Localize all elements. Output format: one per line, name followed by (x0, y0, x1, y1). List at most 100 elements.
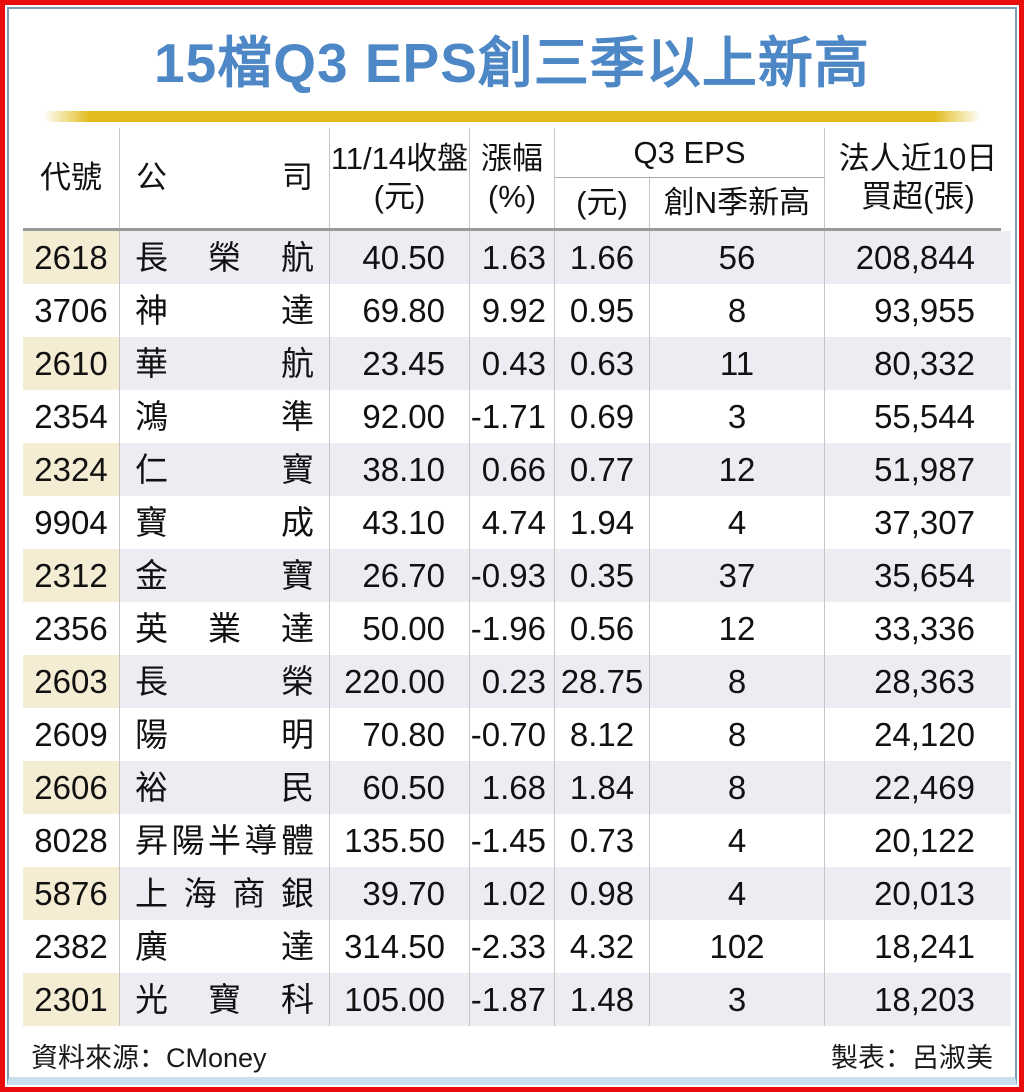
table-body: 2618 長榮航 40.50 1.63 1.66 56 208,844 3706… (23, 231, 1011, 1026)
cell-q3-eps: 0.56 (555, 602, 650, 655)
header-eps-unit: (元) (555, 178, 650, 228)
cell-stock-code: 2603 (23, 655, 120, 708)
cell-stock-code: 9904 (23, 496, 120, 549)
cell-change-percent: -0.70 (470, 708, 555, 761)
header-code: 代號 (23, 128, 120, 228)
cell-stock-code: 2312 (23, 549, 120, 602)
cell-n-quarter-high: 4 (650, 867, 825, 920)
cell-closing-price: 314.50 (330, 920, 470, 973)
table-row: 5876 上海商銀 39.70 1.02 0.98 4 20,013 (23, 867, 1011, 920)
cell-stock-code: 5876 (23, 867, 120, 920)
cell-net-buy: 18,241 (874, 928, 975, 965)
cell-closing-price: 43.10 (330, 496, 470, 549)
cell-q3-eps: 1.48 (555, 973, 650, 1026)
cell-company-name: 華航 (120, 337, 330, 390)
cell-change-percent: 4.74 (470, 496, 555, 549)
cell-closing-price: 69.80 (330, 284, 470, 337)
cell-net-buy: 20,122 (874, 822, 975, 859)
header-company: 公司 (120, 128, 330, 228)
cell-n-quarter-high: 12 (650, 602, 825, 655)
cell-company-name: 光寶科 (120, 973, 330, 1026)
cell-change-percent: -1.45 (470, 814, 555, 867)
cell-change-percent: 0.43 (470, 337, 555, 390)
cell-closing-price: 135.50 (330, 814, 470, 867)
table-row: 2324 仁寶 38.10 0.66 0.77 12 51,987 (23, 443, 1011, 496)
cell-closing-price: 220.00 (330, 655, 470, 708)
table-row: 2610 華航 23.45 0.43 0.63 11 80,332 (23, 337, 1011, 390)
cell-company-name: 長榮 (120, 655, 330, 708)
cell-q3-eps: 0.77 (555, 443, 650, 496)
header-change: 漲幅 (%) (470, 128, 555, 228)
table-row: 2382 廣達 314.50 -2.33 4.32 102 18,241 (23, 920, 1001, 973)
cell-company-name: 寶成 (120, 496, 330, 549)
cell-q3-eps: 0.63 (555, 337, 650, 390)
cell-n-quarter-high: 4 (650, 496, 825, 549)
cell-company-name: 神達 (120, 284, 330, 337)
cell-net-buy: 55,544 (874, 398, 975, 435)
cell-n-quarter-high: 4 (650, 814, 825, 867)
header-close-line1: 11/14收盤 (330, 141, 469, 176)
cell-stock-code: 2609 (23, 708, 120, 761)
cell-change-percent: 0.66 (470, 443, 555, 496)
cell-closing-price: 70.80 (330, 708, 470, 761)
table-row: 8028 昇陽半導體 135.50 -1.45 0.73 4 20,122 (23, 814, 1001, 867)
cell-n-quarter-high: 11 (650, 337, 825, 390)
cell-closing-price: 26.70 (330, 549, 470, 602)
data-source-label: 資料來源：CMoney (31, 1043, 267, 1073)
cell-net-buy: 33,336 (874, 610, 975, 647)
header-net-buy: 法人近10日 買超(張) (825, 128, 1011, 228)
cell-closing-price: 39.70 (330, 867, 470, 920)
cell-change-percent: 9.92 (470, 284, 555, 337)
cell-change-percent: -0.93 (470, 549, 555, 602)
table-row: 9904 寶成 43.10 4.74 1.94 4 37,307 (23, 496, 1001, 549)
cell-net-buy: 22,469 (825, 761, 1011, 814)
cell-q3-eps: 0.35 (555, 549, 650, 602)
table-header: 代號 公司 11/14收盤 (元) 漲幅 (%) Q3 EPS (元) 創N季新… (23, 128, 1001, 231)
blue-frame: 15檔Q3 EPS創三季以上新高 代號 公司 11/14收盤 (元) 漲幅 (%… (7, 7, 1017, 1085)
cell-stock-code: 2606 (23, 761, 120, 814)
cell-net-buy: 20,013 (825, 867, 1011, 920)
cell-n-quarter-high: 8 (650, 761, 825, 814)
cell-change-percent: -1.71 (470, 390, 555, 443)
cell-change-percent: 0.23 (470, 655, 555, 708)
page-title: 15檔Q3 EPS創三季以上新高 (154, 32, 870, 94)
header-close-line2: (元) (373, 179, 426, 214)
cell-company-name: 英業達 (120, 602, 330, 655)
cell-company-name: 昇陽半導體 (120, 814, 330, 867)
cell-stock-code: 2354 (23, 390, 120, 443)
header-change-line2: (%) (487, 179, 537, 214)
cell-company-name: 裕民 (120, 761, 330, 814)
cell-net-buy: 80,332 (825, 337, 1011, 390)
cell-company-name: 鴻準 (120, 390, 330, 443)
cell-n-quarter-high: 102 (650, 920, 825, 973)
cell-net-buy: 28,363 (825, 655, 1011, 708)
cell-q3-eps: 0.73 (555, 814, 650, 867)
cell-q3-eps: 1.94 (555, 496, 650, 549)
cell-closing-price: 50.00 (330, 602, 470, 655)
cell-n-quarter-high: 8 (650, 708, 825, 761)
header-close: 11/14收盤 (元) (330, 128, 470, 228)
credit-label: 製表：呂淑美 (831, 1043, 993, 1073)
cell-company-name: 長榮航 (120, 231, 330, 284)
cell-q3-eps: 1.66 (555, 231, 650, 284)
table-row: 2603 長榮 220.00 0.23 28.75 8 28,363 (23, 655, 1011, 708)
cell-closing-price: 40.50 (330, 231, 470, 284)
cell-net-buy: 51,987 (825, 443, 1011, 496)
cell-q3-eps: 8.12 (555, 708, 650, 761)
cell-net-buy: 24,120 (874, 716, 975, 753)
cell-company-name: 金寶 (120, 549, 330, 602)
table-footer: 資料來源：CMoney 製表：呂淑美 (31, 1036, 993, 1075)
table-row: 2606 裕民 60.50 1.68 1.84 8 22,469 (23, 761, 1011, 814)
cell-change-percent: -2.33 (470, 920, 555, 973)
cell-q3-eps: 4.32 (555, 920, 650, 973)
cell-stock-code: 2324 (23, 443, 120, 496)
cell-stock-code: 2356 (23, 602, 120, 655)
cell-stock-code: 2618 (23, 231, 120, 284)
cell-q3-eps: 0.95 (555, 284, 650, 337)
cell-net-buy: 37,307 (874, 504, 975, 541)
cell-change-percent: -1.87 (470, 973, 555, 1026)
cell-stock-code: 8028 (23, 814, 120, 867)
cell-change-percent: -1.96 (470, 602, 555, 655)
cell-closing-price: 92.00 (330, 390, 470, 443)
